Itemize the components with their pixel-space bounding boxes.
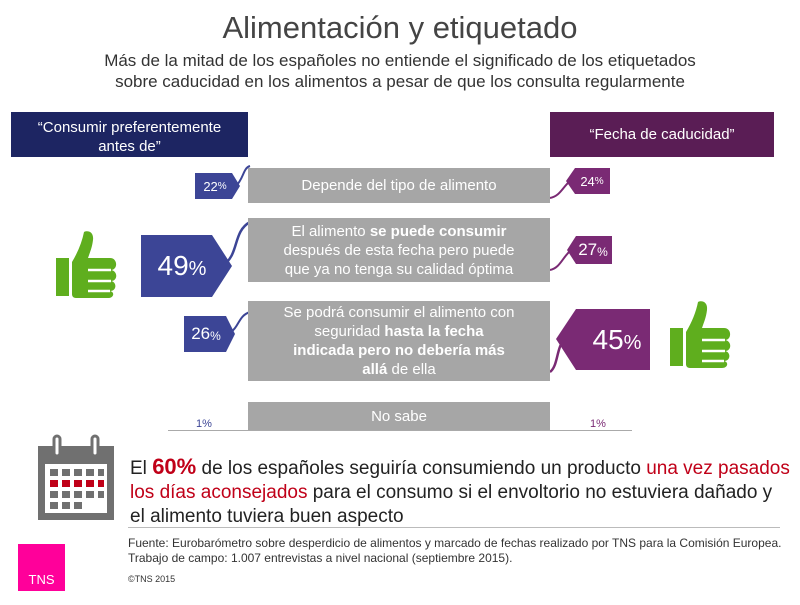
statement-row-2-text-2: después de esta fecha pero puede <box>283 241 515 259</box>
page-subtitle: Más de la mitad de los españoles no enti… <box>0 50 800 92</box>
value-right-row-1: 24% <box>580 173 604 189</box>
statement-row-3-bold-3: allá <box>362 361 388 378</box>
header-right: “Fecha de caducidad” <box>550 112 774 157</box>
tag-right-row-2 <box>567 236 612 264</box>
tag-left-row-2 <box>141 235 232 297</box>
statement-row-2-text-1: El alimento <box>291 222 370 240</box>
conclusion-text: El 60% de los españoles seguiría consumi… <box>130 454 790 528</box>
baseline-divider <box>168 430 632 431</box>
page-title: Alimentación y etiquetado <box>222 10 578 45</box>
value-right-row-4: 1% <box>590 418 606 430</box>
statement-row-3-bold-1: hasta la fecha <box>384 323 484 340</box>
thumbs-up-icon <box>670 301 731 368</box>
statement-row-3-text-2: seguridad <box>314 323 385 340</box>
subtitle-line-1: Más de la mitad de los españoles no enti… <box>104 51 696 70</box>
value-left-row-3: 26% <box>191 324 221 343</box>
value-left-row-2: 49% <box>157 250 207 281</box>
calendar-icon <box>38 434 114 520</box>
value-left-row-1: 22% <box>203 178 227 194</box>
tag-shapes <box>141 165 650 373</box>
value-left-row-4: 1% <box>196 418 212 430</box>
footer-divider <box>128 527 780 528</box>
statement-row-3-text-1: Se podrá consumir el alimento con <box>283 304 515 321</box>
thumbs-up-icon <box>56 231 117 298</box>
value-right-row-2: 27% <box>578 240 608 259</box>
copyright: ©TNS 2015 <box>128 574 176 584</box>
statement-row-2-bold-1: se puede consumir <box>369 222 507 240</box>
conclusion-highlight: 60% <box>152 454 197 479</box>
conclusion-red-text: una vez pasados los días aconsejados <box>130 458 790 503</box>
source-note: Fuente: Eurobarómetro sobre desperdicio … <box>128 536 782 565</box>
statement-row-3-bold-2: indicada pero no debería más <box>293 342 505 359</box>
header-left: “Consumir preferentemente antes de” <box>11 112 248 157</box>
tag-right-row-3 <box>556 309 650 370</box>
header-left-line-1: “Consumir preferentemente <box>37 119 222 136</box>
tag-right-row-1 <box>566 168 610 194</box>
value-right-row-3: 45% <box>592 324 642 355</box>
subtitle-line-2: sobre caducidad en los alimentos a pesar… <box>115 72 685 91</box>
statement-row-2-text-3: que ya no tenga su calidad óptima <box>284 260 514 278</box>
statement-row-1: Depende del tipo de alimento <box>248 168 550 203</box>
statement-row-2: El alimento se puede consumir después de… <box>248 218 550 282</box>
statement-row-3: Se podrá consumir el alimento con seguri… <box>248 301 550 381</box>
tns-logo: TNS <box>18 544 65 591</box>
header-left-line-2: antes de” <box>98 138 161 155</box>
statement-row-3-text-3: de ella <box>387 361 436 378</box>
tag-left-row-3 <box>184 316 235 352</box>
statement-row-4: No sabe <box>248 402 550 430</box>
tag-left-row-1 <box>195 173 240 199</box>
